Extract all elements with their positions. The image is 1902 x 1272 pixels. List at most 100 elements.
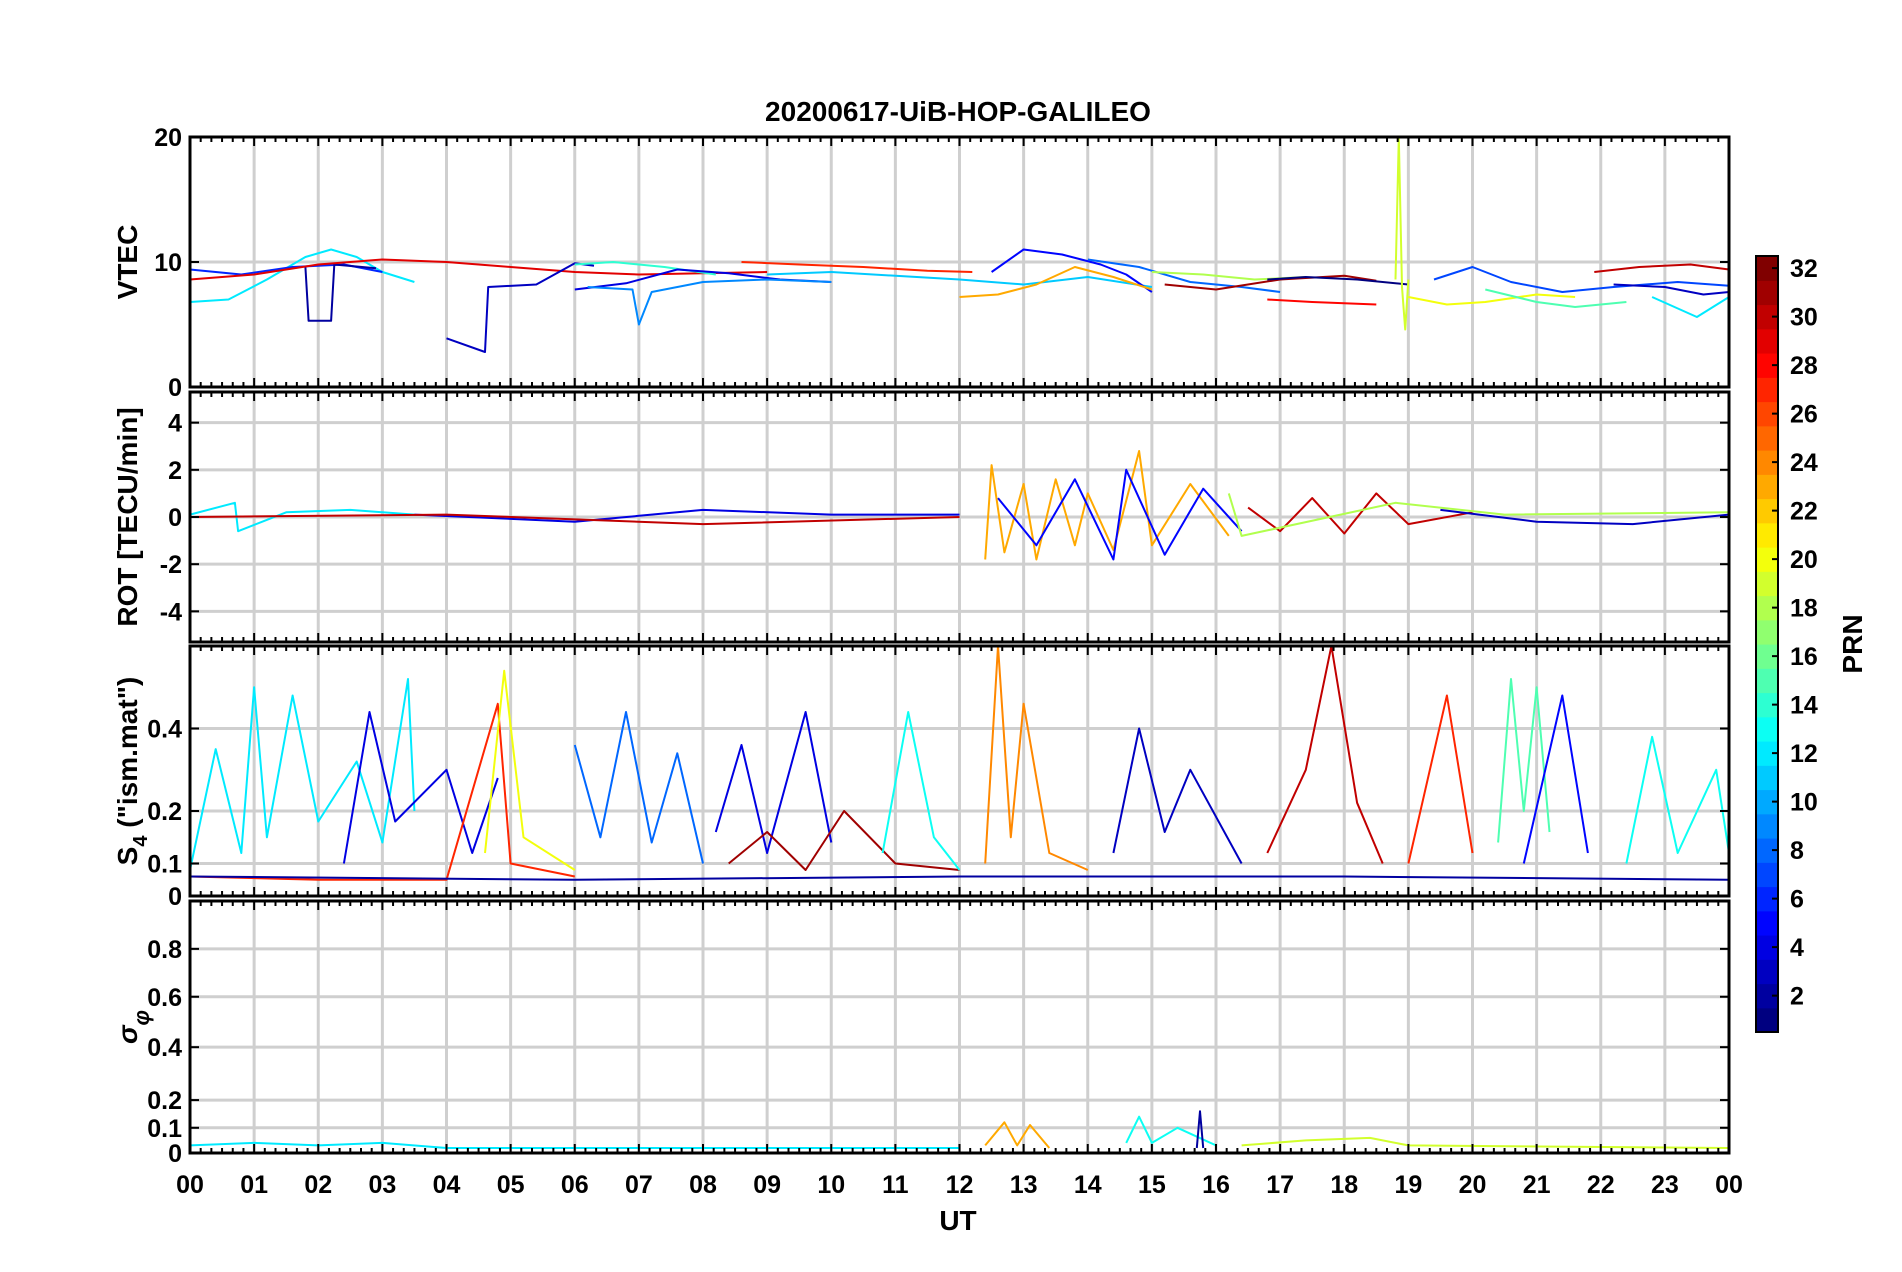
x-tick-label: 12 — [946, 1171, 974, 1199]
colorbar-tick-label: 26 — [1790, 401, 1818, 429]
colorbar-swatch — [1756, 280, 1778, 306]
colorbar-swatch — [1756, 668, 1778, 694]
panel-frame — [188, 135, 1731, 389]
y-tick-label: 2 — [168, 457, 182, 485]
series-line-prn-27 — [1407, 694, 1474, 864]
x-tick-label: 18 — [1330, 1171, 1358, 1199]
colorbar-tick-label: 4 — [1790, 934, 1804, 962]
series-line-prn-20 — [484, 669, 576, 871]
x-axis-label: UT — [939, 1205, 976, 1236]
colorbar-tick-label: 28 — [1790, 352, 1818, 380]
series-line-prn-31 — [728, 810, 960, 871]
x-tick-label: 19 — [1394, 1171, 1422, 1199]
series-line-prn-12 — [1651, 296, 1730, 318]
panel-rot-series — [189, 450, 1730, 561]
colorbar-swatch — [1756, 813, 1778, 839]
y-tick-label: -2 — [160, 551, 182, 579]
y-tick-label: 0.2 — [147, 798, 182, 826]
series-line-prn-5 — [991, 248, 1153, 293]
series-line-prn-3 — [1440, 508, 1730, 526]
colorbar-tick-label: 18 — [1790, 595, 1818, 623]
panel-frame — [188, 390, 1731, 644]
series-line-prn-28 — [1267, 298, 1377, 306]
colorbar-swatch — [1756, 935, 1778, 960]
panel-rot-ylabel: ROT [TECU/min] — [112, 407, 143, 626]
colorbar-swatch — [1756, 983, 1778, 1009]
series-line-prn-8 — [1087, 258, 1281, 293]
x-tick-label: 05 — [497, 1171, 525, 1199]
panel-s4-series — [189, 645, 1730, 881]
panel-vtec: 0 10 20 VTEC — [112, 124, 1731, 402]
x-tick-label: 13 — [1010, 1171, 1038, 1199]
ylabel-main: S — [112, 847, 143, 866]
y-tick-label: 0 — [168, 1140, 182, 1168]
colorbar-swatch — [1756, 498, 1778, 524]
colorbar-tick-label: 20 — [1790, 546, 1818, 574]
x-tick-label: 09 — [753, 1171, 781, 1199]
colorbar-swatch — [1756, 377, 1778, 403]
colorbar-tick-label: 12 — [1790, 740, 1818, 768]
colorbar-tick-label: 30 — [1790, 304, 1818, 332]
series-line-prn-24 — [984, 645, 1089, 871]
series-line-prn-11 — [767, 271, 1153, 288]
series-line-prn-13 — [1125, 1115, 1217, 1147]
series-line-prn-29 — [189, 258, 768, 281]
y-tick-label: 0 — [168, 504, 182, 532]
y-tick-label: 0.4 — [147, 716, 182, 744]
colorbar-swatch — [1756, 1007, 1778, 1033]
y-tick-label: 20 — [154, 124, 182, 152]
y-tick-label: 0.6 — [147, 984, 182, 1012]
ylabel-sub: φ — [129, 1010, 154, 1025]
colorbar-swatch — [1756, 644, 1778, 669]
panel-sigma-ygrid — [190, 947, 1729, 1130]
x-tick-label: 20 — [1459, 1171, 1487, 1199]
x-tick-label: 00 — [1715, 1171, 1743, 1199]
x-tick-label: 17 — [1266, 1171, 1294, 1199]
panel-s4-ygrid — [190, 727, 1729, 865]
x-tick-label: 22 — [1587, 1171, 1615, 1199]
ylabel-rest: ("ism.mat") — [112, 677, 143, 836]
panel-frame — [188, 899, 1731, 1155]
series-line-prn-18 — [1227, 493, 1730, 537]
colorbar-label: PRN — [1837, 614, 1868, 673]
x-tick-label: 04 — [433, 1171, 461, 1199]
series-line-prn-23 — [984, 450, 1230, 561]
x-tick-label: 02 — [304, 1171, 332, 1199]
x-tick-label: 14 — [1074, 1171, 1102, 1199]
colorbar-swatch — [1756, 886, 1778, 912]
series-line-prn-7 — [1433, 266, 1730, 293]
x-tick-label: 16 — [1202, 1171, 1230, 1199]
y-tick-label: 0.8 — [147, 936, 182, 964]
series-line-prn-8 — [573, 711, 704, 864]
panel-vtec-ylabel: VTEC — [112, 225, 143, 300]
y-tick-label: 0.1 — [147, 1115, 182, 1143]
panel-s4: 00.10.20.4S4 ("ism.mat") — [112, 644, 1731, 911]
colorbar-tick-label: 16 — [1790, 643, 1818, 671]
series-line-prn-12 — [189, 248, 415, 303]
y-tick-label: 4 — [168, 410, 182, 438]
x-tick-label: 07 — [625, 1171, 653, 1199]
colorbar-swatch — [1756, 765, 1778, 791]
colorbar-swatch — [1756, 401, 1778, 427]
colorbar-swatch — [1756, 838, 1778, 863]
series-line-prn-3 — [1613, 283, 1730, 296]
colorbar-swatch — [1756, 353, 1778, 378]
colorbar-tick-label: 32 — [1790, 255, 1818, 283]
series-line-prn-19 — [1394, 136, 1410, 331]
x-tick-label: 06 — [561, 1171, 589, 1199]
series-line-prn-9 — [587, 278, 832, 326]
series-line-prn-12 — [189, 678, 416, 871]
series-line-prn-4 — [342, 711, 499, 864]
y-tick-label: 0.4 — [147, 1034, 182, 1062]
series-line-prn-30 — [1247, 492, 1473, 535]
x-tick-label: 11 — [882, 1171, 909, 1199]
series-line-prn-20 — [1408, 293, 1576, 306]
series-line-prn-15 — [1497, 678, 1551, 843]
x-tick-label: 08 — [689, 1171, 717, 1199]
panel-s4-xgrid — [252, 646, 1667, 896]
colorbar-tick-label: 8 — [1790, 837, 1804, 865]
panel-vtec-series — [189, 136, 1730, 353]
ylabel-sub: 4 — [130, 835, 152, 847]
panel-sigma-ylabel: σφ — [112, 1010, 154, 1044]
